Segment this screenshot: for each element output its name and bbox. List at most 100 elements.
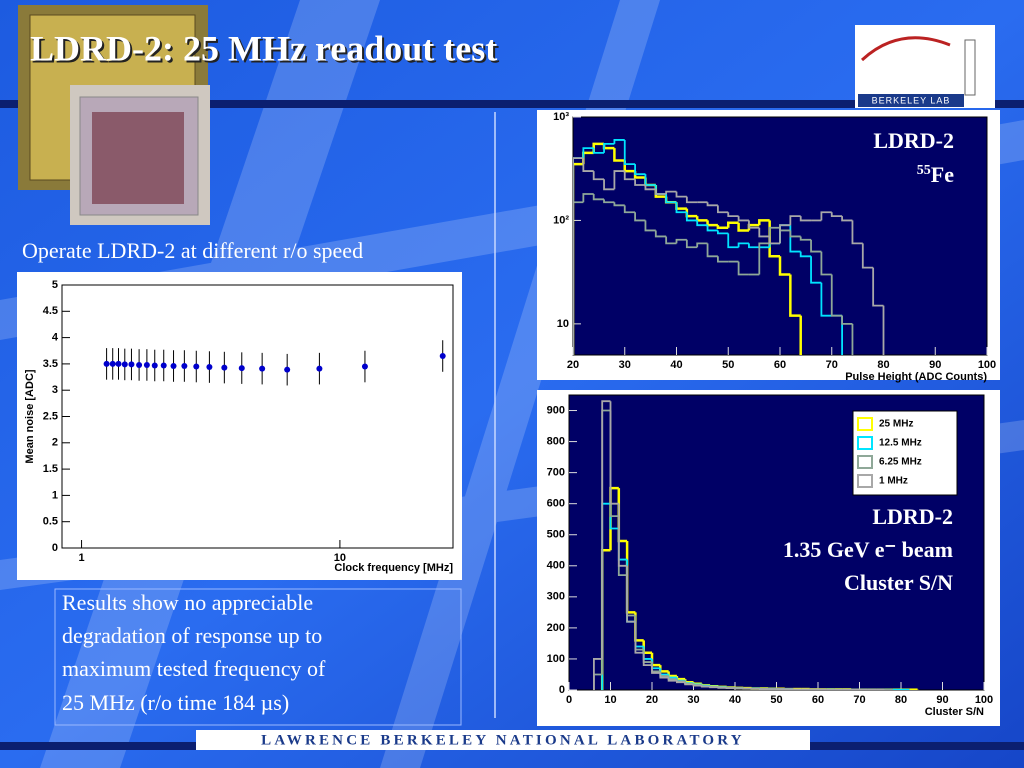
histogram-bin [841, 315, 843, 355]
x-tick-label: 10 [604, 694, 616, 706]
histogram-bin [717, 686, 727, 689]
slide-title: LDRD-2: 25 MHz readout test [30, 28, 497, 68]
point [143, 361, 150, 368]
histogram-bin [685, 239, 698, 249]
histogram-bin [582, 147, 594, 159]
histogram-bin [820, 251, 832, 276]
histogram-bin [675, 191, 687, 198]
point [439, 353, 446, 360]
legend-label: 1 MHz [879, 476, 908, 487]
logo: BERKELEY LAB [855, 25, 995, 108]
point [160, 362, 167, 369]
y-tick-label: 0 [52, 542, 58, 554]
y-tick-label: 700 [547, 467, 565, 479]
histogram-bin [737, 216, 749, 222]
point [103, 360, 110, 367]
y-tick-label: 300 [547, 591, 565, 603]
histogram-bin [717, 256, 729, 263]
y-tick-label: 400 [547, 560, 565, 572]
y-tick-label: 2.5 [43, 410, 58, 422]
histogram-bin [861, 243, 874, 269]
histogram-bin [779, 224, 791, 244]
histogram-bin [758, 242, 770, 275]
histogram-bin [706, 225, 718, 232]
y-tick-label: 10² [553, 214, 569, 226]
histogram-bin [709, 686, 719, 689]
point [109, 360, 116, 367]
histogram-bin [592, 171, 605, 181]
histogram-bin [634, 621, 644, 654]
y-axis-label: Mean noise [ADC] [24, 369, 36, 463]
x-tick-label: 70 [853, 694, 865, 706]
y-tick-label: 10³ [553, 111, 569, 123]
histogram-bin [676, 680, 686, 684]
header-bar [0, 100, 1024, 108]
histogram-bin [675, 238, 687, 244]
point [238, 365, 245, 372]
x-tick-label: 100 [975, 694, 993, 706]
histogram-bin [830, 212, 843, 218]
histogram-bin [778, 256, 791, 276]
histogram-bin [737, 222, 749, 232]
y-tick-label: 800 [547, 435, 565, 447]
histogram-bin [603, 199, 615, 204]
results-line: maximum tested frequency of [62, 656, 326, 681]
x-tick-label: 20 [646, 694, 658, 706]
histogram-bin [706, 202, 718, 207]
histogram-bin [789, 215, 801, 226]
histogram-bin [820, 282, 832, 317]
histogram-bin [692, 684, 702, 687]
y-tick-label: 500 [547, 529, 565, 541]
x-tick-label: 10 [334, 552, 346, 564]
y-tick-label: 0 [559, 684, 565, 696]
point [361, 363, 368, 370]
x-tick-label: 1 [78, 552, 84, 564]
y-tick-label: 1 [52, 489, 58, 501]
y-tick-label: 900 [547, 404, 565, 416]
histogram-bin [623, 171, 636, 181]
x-tick-label: 30 [619, 359, 631, 371]
histogram-bin [592, 148, 605, 154]
histogram-bin [830, 274, 843, 317]
histogram-bin [872, 267, 884, 307]
y-tick-label: 4.5 [43, 305, 58, 317]
histogram-bin [609, 401, 619, 505]
histogram-bin [841, 216, 853, 222]
histogram-bin [748, 220, 760, 229]
y-tick-label: 0.5 [43, 516, 58, 528]
legend-swatch [857, 417, 873, 431]
histogram-bin [634, 212, 646, 222]
annotation: LDRD-2 [873, 128, 954, 153]
histogram-bin [684, 682, 694, 686]
results-line: 25 MHz (r/o time 184 µs) [62, 690, 289, 715]
histogram-bin [706, 243, 718, 258]
y-tick-label: 5 [52, 279, 58, 291]
point [316, 365, 323, 372]
histogram-bin [758, 219, 770, 226]
histogram-bin [810, 239, 822, 253]
y-tick-label: 2 [52, 437, 58, 449]
x-tick-label: 90 [936, 694, 948, 706]
y-tick-label: 600 [547, 498, 565, 510]
point [136, 361, 143, 368]
histogram-bin [685, 212, 698, 222]
histogram-bin [573, 201, 584, 355]
histogram-bin [820, 211, 832, 221]
histogram-bin [644, 220, 656, 232]
x-tick-label: 90 [929, 359, 941, 371]
histogram [593, 400, 886, 690]
annotation: 55Fe [917, 162, 954, 187]
y-tick-label: 200 [547, 622, 565, 634]
annotation: LDRD-2 [872, 504, 953, 529]
x-tick-label: 80 [895, 694, 907, 706]
x-tick-label: 0 [566, 694, 572, 706]
point [128, 361, 135, 368]
x-tick-label: 30 [687, 694, 699, 706]
footer-bar [196, 730, 810, 750]
legend-label: 25 MHz [879, 419, 913, 430]
histogram-bin [592, 194, 605, 201]
histogram-bin [651, 665, 661, 674]
histogram-bin [799, 216, 812, 222]
point [221, 364, 228, 371]
